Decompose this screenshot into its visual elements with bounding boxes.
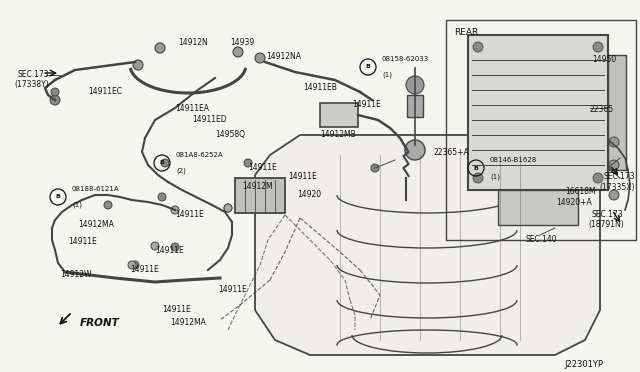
Circle shape <box>609 137 619 147</box>
Text: (17338Y): (17338Y) <box>14 80 49 89</box>
Bar <box>407 95 423 117</box>
Circle shape <box>158 193 166 201</box>
Text: (18791N): (18791N) <box>588 220 624 229</box>
Text: 08146-B1628: 08146-B1628 <box>490 157 537 163</box>
Circle shape <box>171 206 179 214</box>
Bar <box>235 178 285 213</box>
Text: 14911E: 14911E <box>175 210 204 219</box>
Circle shape <box>609 190 619 200</box>
Text: FRONT: FRONT <box>80 318 120 328</box>
Text: 22365+A: 22365+A <box>433 148 468 157</box>
Text: (1): (1) <box>382 72 392 78</box>
Text: 22365: 22365 <box>589 105 613 114</box>
Text: 14911E: 14911E <box>130 265 159 274</box>
Text: 081A8-6252A: 081A8-6252A <box>176 152 223 158</box>
Text: 14912M: 14912M <box>242 182 273 191</box>
Circle shape <box>171 243 179 251</box>
Text: (17335X): (17335X) <box>599 183 634 192</box>
Circle shape <box>224 204 232 212</box>
Circle shape <box>131 261 139 269</box>
Text: REAR: REAR <box>454 28 478 37</box>
Text: 14911EA: 14911EA <box>175 104 209 113</box>
Text: SEC.173: SEC.173 <box>604 172 636 181</box>
Circle shape <box>244 159 252 167</box>
Text: 14911ED: 14911ED <box>192 115 227 124</box>
Text: 14912MB: 14912MB <box>320 130 356 139</box>
Polygon shape <box>255 135 600 355</box>
Text: 14912MA: 14912MA <box>78 220 114 229</box>
Text: 14911E: 14911E <box>155 246 184 255</box>
Circle shape <box>151 242 159 250</box>
Bar <box>608 55 626 170</box>
Text: B: B <box>474 166 479 170</box>
Text: SEC.173: SEC.173 <box>592 210 623 219</box>
Text: J22301YP: J22301YP <box>564 360 603 369</box>
Text: 14920+A: 14920+A <box>556 198 592 207</box>
Circle shape <box>224 204 232 212</box>
Text: 08158-62033: 08158-62033 <box>382 56 429 62</box>
Text: SEC.173: SEC.173 <box>18 70 50 79</box>
Bar <box>446 20 636 240</box>
Bar <box>498 190 578 225</box>
Text: 14911EC: 14911EC <box>88 87 122 96</box>
Text: B: B <box>56 195 60 199</box>
Circle shape <box>405 140 425 160</box>
Text: 14950: 14950 <box>592 55 616 64</box>
Circle shape <box>104 201 112 209</box>
Text: SEC.140: SEC.140 <box>526 235 557 244</box>
Text: 14911E: 14911E <box>352 100 381 109</box>
Circle shape <box>155 43 165 53</box>
Circle shape <box>233 47 243 57</box>
Text: (1): (1) <box>490 173 500 180</box>
Circle shape <box>128 261 136 269</box>
Circle shape <box>51 88 59 96</box>
Text: 14912W: 14912W <box>60 270 92 279</box>
Text: 14911E: 14911E <box>288 172 317 181</box>
Text: 14912MA: 14912MA <box>170 318 206 327</box>
Circle shape <box>473 173 483 183</box>
Text: 14958Q: 14958Q <box>215 130 245 139</box>
Bar <box>320 103 358 127</box>
Circle shape <box>161 159 169 167</box>
Text: 16618M: 16618M <box>565 187 596 196</box>
Text: 14939: 14939 <box>230 38 254 47</box>
Text: (2): (2) <box>176 168 186 174</box>
Circle shape <box>371 164 379 172</box>
Circle shape <box>255 53 265 63</box>
Text: (1): (1) <box>72 202 82 208</box>
Circle shape <box>593 42 603 52</box>
Circle shape <box>593 173 603 183</box>
Text: 14911E: 14911E <box>162 305 191 314</box>
Circle shape <box>406 76 424 94</box>
Text: 14911E: 14911E <box>218 285 247 294</box>
Circle shape <box>133 60 143 70</box>
Text: 14912NA: 14912NA <box>266 52 301 61</box>
Circle shape <box>473 42 483 52</box>
Circle shape <box>50 95 60 105</box>
Text: 08188-6121A: 08188-6121A <box>72 186 120 192</box>
Bar <box>468 35 608 190</box>
Text: 14920: 14920 <box>297 190 321 199</box>
Text: 14911E: 14911E <box>248 163 276 172</box>
Text: 14912N: 14912N <box>178 38 208 47</box>
Circle shape <box>609 160 619 170</box>
Text: B: B <box>365 64 371 70</box>
Text: B: B <box>159 160 164 166</box>
Text: 14911EB: 14911EB <box>303 83 337 92</box>
Text: 14911E: 14911E <box>68 237 97 246</box>
